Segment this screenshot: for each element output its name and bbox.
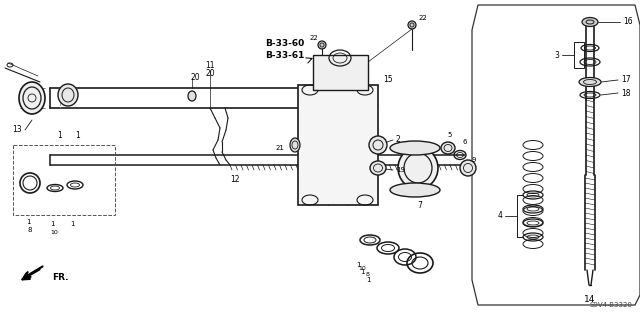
Ellipse shape xyxy=(369,136,387,154)
Text: 8: 8 xyxy=(366,272,370,278)
Ellipse shape xyxy=(318,41,326,49)
Text: 9: 9 xyxy=(472,157,476,163)
Text: 1: 1 xyxy=(58,130,62,139)
Text: 22: 22 xyxy=(310,35,318,41)
Ellipse shape xyxy=(58,84,78,106)
Text: S9V4-B3320: S9V4-B3320 xyxy=(589,302,632,308)
Text: B-33-60: B-33-60 xyxy=(265,39,304,48)
Text: 1: 1 xyxy=(360,269,364,275)
Ellipse shape xyxy=(398,147,438,189)
Text: 13: 13 xyxy=(12,125,22,135)
Text: 16: 16 xyxy=(623,18,632,26)
Text: 1: 1 xyxy=(70,221,74,227)
Text: 8: 8 xyxy=(28,227,32,233)
Ellipse shape xyxy=(188,91,196,101)
Text: 14: 14 xyxy=(584,295,596,305)
Text: 11: 11 xyxy=(205,61,215,70)
Text: 4: 4 xyxy=(497,211,502,220)
Text: 6: 6 xyxy=(463,139,467,145)
Text: 1: 1 xyxy=(356,262,360,268)
Text: 17: 17 xyxy=(621,76,630,85)
Ellipse shape xyxy=(370,161,386,175)
Text: 20: 20 xyxy=(205,69,215,78)
Text: 1: 1 xyxy=(365,277,371,283)
Text: 20: 20 xyxy=(190,73,200,83)
Text: 1: 1 xyxy=(50,221,54,227)
Ellipse shape xyxy=(441,142,455,154)
Text: B-33-61: B-33-61 xyxy=(265,50,305,60)
Text: 10: 10 xyxy=(358,265,366,271)
Text: 2: 2 xyxy=(396,136,401,145)
Ellipse shape xyxy=(579,78,601,86)
Text: 3: 3 xyxy=(554,50,559,60)
Text: 10: 10 xyxy=(50,231,58,235)
Text: FR.: FR. xyxy=(52,273,68,283)
Text: 12: 12 xyxy=(230,175,240,184)
Text: 7: 7 xyxy=(417,201,422,210)
Ellipse shape xyxy=(290,138,300,152)
Text: 22: 22 xyxy=(419,15,428,21)
Bar xyxy=(298,85,378,205)
Bar xyxy=(574,42,584,68)
Ellipse shape xyxy=(460,160,476,176)
Ellipse shape xyxy=(390,141,440,155)
Text: 5: 5 xyxy=(448,132,452,138)
Ellipse shape xyxy=(408,21,416,29)
Text: 21: 21 xyxy=(276,145,284,151)
Bar xyxy=(313,55,368,90)
Ellipse shape xyxy=(582,18,598,26)
Text: 19: 19 xyxy=(396,167,405,173)
Text: 18: 18 xyxy=(621,88,630,98)
Text: 15: 15 xyxy=(383,76,393,85)
Text: 1: 1 xyxy=(76,130,81,139)
Text: 1: 1 xyxy=(26,219,30,225)
Ellipse shape xyxy=(390,183,440,197)
Ellipse shape xyxy=(19,82,45,114)
